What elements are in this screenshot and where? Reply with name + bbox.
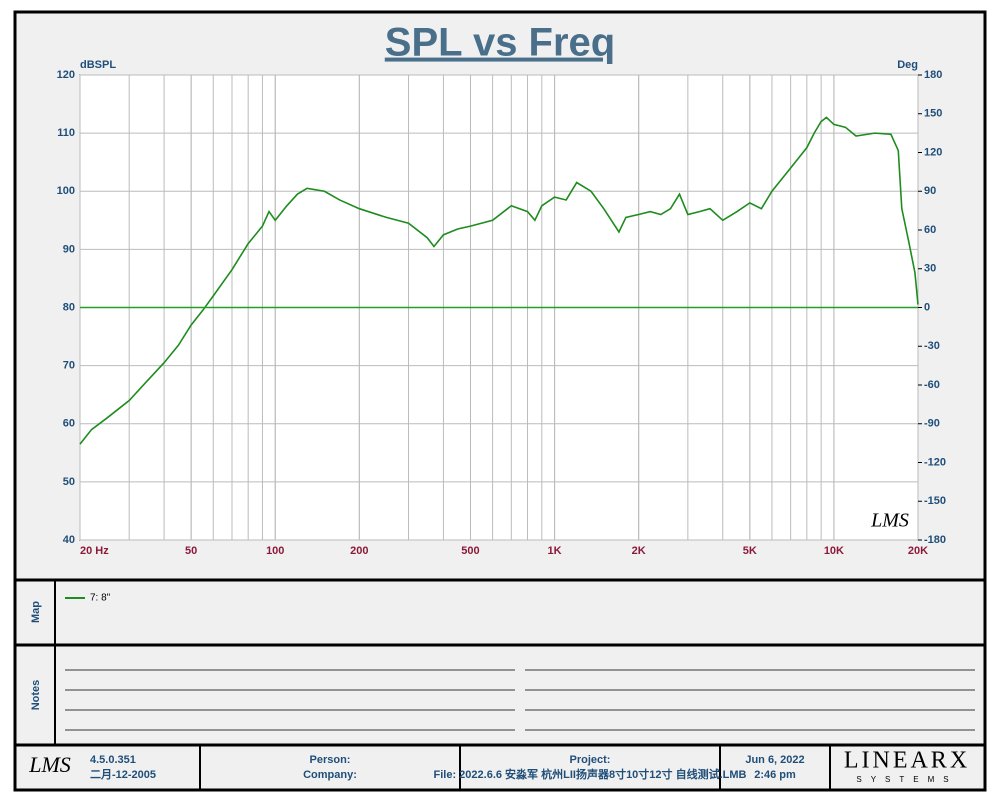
y-axis-label: dBSPL [80, 59, 116, 71]
series-line [79, 116, 919, 445]
y2-tick-label: -30 [924, 340, 940, 352]
build-date: 二月-12-2005 [90, 768, 156, 781]
x-tick-label: 50 [185, 545, 197, 557]
y-tick-label: 40 [63, 534, 75, 546]
y-tick-label: 50 [63, 476, 75, 488]
y-tick-label: 100 [57, 185, 75, 197]
legend-label: 7: 8" [90, 593, 111, 604]
x-tick-label: 2K [632, 545, 646, 557]
y2-tick-label: 90 [924, 185, 936, 197]
version: 4.5.0.351 [90, 754, 136, 766]
x-tick-label: 5K [743, 545, 757, 557]
person: Person: [310, 754, 351, 766]
x-tick-label: 500 [461, 545, 479, 557]
y2-tick-label: 180 [924, 69, 942, 81]
y-tick-label: 60 [63, 418, 75, 430]
x-tick-label: 100 [266, 545, 284, 557]
panel-label: Notes [30, 680, 42, 711]
file: File: 2022.6.6 安淼军 杭州LII扬声器8寸10寸12寸 自线测试… [434, 767, 747, 781]
note-lines [65, 669, 975, 731]
y-tick-label: 90 [63, 243, 75, 255]
x-tick-label: 20K [908, 545, 928, 557]
y2-tick-label: 150 [924, 108, 942, 120]
y2-axis-label: Deg [897, 59, 918, 71]
run-date: Jun 6, 2022 [745, 754, 804, 766]
x-tick-label: 1K [548, 545, 562, 557]
y2-tick-label: 0 [924, 301, 930, 313]
panel-label: Map [30, 601, 42, 623]
y2-tick-label: 60 [924, 224, 936, 236]
logo: LMS [28, 752, 71, 777]
footer-dividers [199, 745, 831, 790]
y2-tick-label: -60 [924, 379, 940, 391]
company: Company: [303, 769, 357, 781]
y2-tick-label: 120 [924, 146, 942, 158]
brand-sub: SYSTEMS [856, 775, 957, 784]
run-time: 2:46 pm [754, 769, 796, 781]
y2-tick-label: -120 [924, 456, 946, 468]
x-tick-label: 10K [824, 545, 844, 557]
y-tick-label: 80 [63, 301, 75, 313]
chart-title: SPL vs Freq [385, 21, 615, 65]
y-tick-label: 70 [63, 360, 75, 372]
y2-tick-label: -90 [924, 418, 940, 430]
y2-tick-label: -150 [924, 495, 946, 507]
y-tick-label: 120 [57, 69, 75, 81]
brand: LINEARX [844, 748, 970, 774]
y2-tick-label: -180 [924, 534, 946, 546]
x-tick-label: 200 [350, 545, 368, 557]
watermark: LMS [870, 510, 909, 532]
x-tick-label: 20 Hz [80, 545, 109, 557]
project: Project: [570, 754, 611, 766]
y2-tick-label: 30 [924, 263, 936, 275]
y-tick-label: 110 [57, 127, 75, 139]
